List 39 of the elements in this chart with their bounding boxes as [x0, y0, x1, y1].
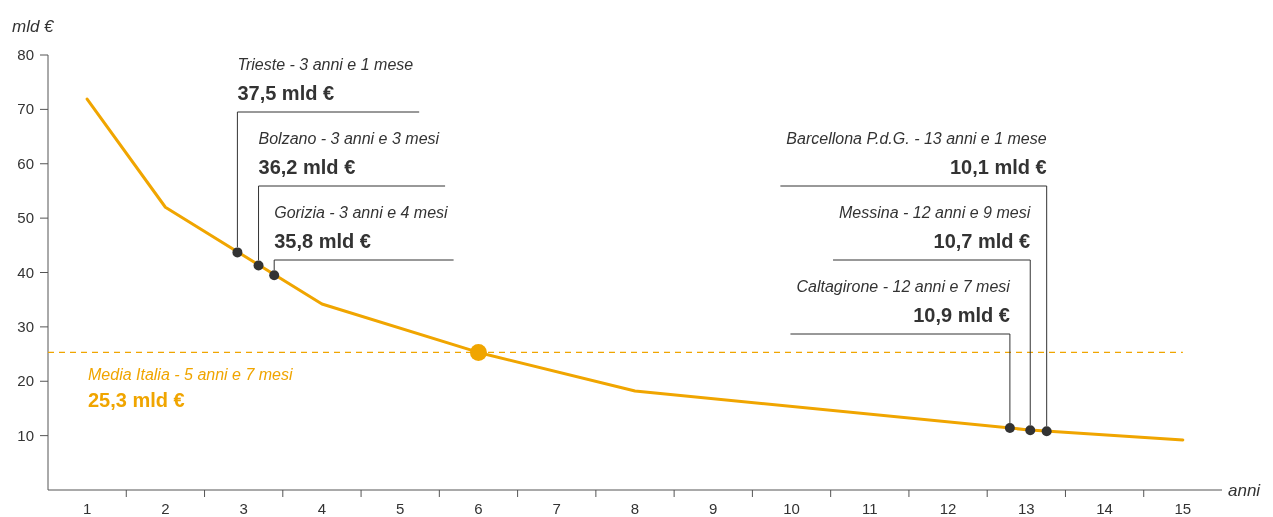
x-tick-label: 6 — [474, 500, 483, 517]
x-tick-label: 8 — [630, 500, 640, 517]
x-tick-label: 9 — [709, 500, 718, 517]
point — [269, 270, 280, 281]
annotation: Bolzano - 3 anni e 3 mesi 36,2 mld € — [258, 130, 440, 178]
annotation: Messina - 12 anni e 9 mesi 10,7 mld € — [839, 204, 1031, 252]
y-tick-label: 70 — [17, 100, 34, 118]
y-tick-label: 80 — [17, 46, 34, 63]
point — [253, 260, 264, 271]
y-tick-label: 60 — [17, 154, 34, 172]
x-tick-label: 5 — [396, 500, 405, 517]
x-tick-label: 2 — [161, 500, 170, 517]
annotation: Caltagirone - 12 anni e 7 mesi 10,9 mld € — [796, 278, 1011, 326]
y-tick-label: 50 — [17, 209, 34, 227]
point — [469, 343, 487, 361]
point — [1041, 426, 1052, 437]
x-tick-label: 12 — [939, 500, 957, 517]
x-tick-label: 7 — [552, 500, 561, 517]
x-tick-label: 4 — [317, 500, 327, 517]
point — [1025, 425, 1036, 436]
x-tick-label: 14 — [1096, 500, 1113, 517]
x-tick-label: 13 — [1017, 500, 1035, 517]
x-tick-label: 10 — [783, 500, 800, 517]
y-tick-label: 30 — [17, 317, 34, 335]
point — [232, 247, 243, 258]
x-tick-label: 11 — [862, 500, 878, 517]
point — [1004, 423, 1015, 434]
y-tick-label: 40 — [17, 263, 34, 281]
annotation: Gorizia - 3 anni e 4 mesi 35,8 mld € — [274, 204, 449, 252]
x-tick-label: 15 — [1174, 500, 1192, 517]
ref-line-label: Media Italia - 5 anni e 7 mesi 25,3 mld € — [88, 366, 293, 412]
annotation: Trieste - 3 anni e 1 mese 37,5 mld € — [237, 56, 414, 104]
y-tick-label: 10 — [17, 426, 34, 444]
y-axis-title: mld € — [12, 17, 56, 36]
x-tick-label: 1 — [82, 500, 92, 517]
x-axis-title: anni — [1228, 481, 1262, 500]
x-tick-label: 3 — [239, 500, 248, 517]
annotation: Barcellona P.d.G. - 13 anni e 1 mese 10,1 mld € — [786, 130, 1047, 178]
y-tick-label: 20 — [17, 372, 34, 390]
